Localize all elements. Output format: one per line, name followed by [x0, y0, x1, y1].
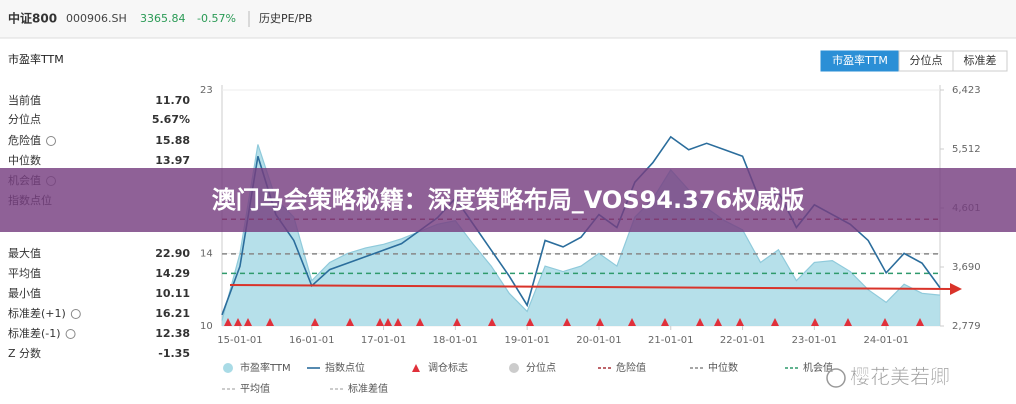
banner: [0, 168, 1016, 232]
y-tick-label: 23: [200, 85, 213, 96]
x-tick-label: 18-01-01: [433, 335, 478, 346]
legend-label[interactable]: 指数点位: [325, 361, 365, 374]
chart-title: 市盈率TTM: [8, 52, 64, 66]
y-tick-label: 10: [200, 321, 213, 332]
rebalance-marker: [771, 318, 779, 326]
legend-label[interactable]: 市盈率TTM: [240, 361, 291, 374]
y-tick-label: 14: [200, 248, 213, 259]
legend-symbol: [412, 364, 420, 372]
rebalance-marker: [736, 318, 744, 326]
rebalance-marker: [266, 318, 274, 326]
rebalance-marker: [488, 318, 496, 326]
x-tick-label: 20-01-01: [576, 335, 621, 346]
rebalance-marker: [234, 318, 242, 326]
stat-value: 12.38: [155, 327, 190, 340]
legend-symbol: [223, 363, 233, 373]
stat-label: 危险值: [8, 133, 41, 147]
y2-tick-label: 5,512: [952, 144, 981, 155]
stat-label: 当前值: [8, 93, 41, 107]
stat-value: 11.70: [155, 94, 190, 107]
rebalance-marker: [844, 318, 852, 326]
rebalance-marker: [394, 318, 402, 326]
x-tick-label: 19-01-01: [504, 335, 549, 346]
legend-label[interactable]: 平均值: [240, 382, 270, 395]
legend-label[interactable]: 危险值: [616, 361, 646, 374]
legend-label[interactable]: 中位数: [708, 361, 738, 374]
x-tick-label: 17-01-01: [361, 335, 406, 346]
stat-value: -1.35: [158, 347, 190, 360]
legend-label[interactable]: 分位点: [526, 361, 556, 374]
header-bar: [0, 0, 1016, 38]
rebalance-marker: [881, 318, 889, 326]
banner-text: 澳门马会策略秘籍：深度策略布局_VOS94.376权威版: [212, 186, 804, 214]
rebalance-marker: [661, 318, 669, 326]
rebalance-marker: [416, 318, 424, 326]
x-tick-label: 15-01-01: [217, 335, 262, 346]
legend-label[interactable]: 机会值: [803, 361, 833, 374]
legend-symbol: [509, 363, 519, 373]
watermark: 樱花美若卿: [850, 365, 950, 389]
rebalance-marker: [628, 318, 636, 326]
y2-tick-label: 3,690: [952, 262, 981, 273]
rebalance-marker: [376, 318, 384, 326]
stat-label: 标准差(-1): [8, 326, 61, 340]
trend-arrow: [229, 284, 953, 290]
stat-value: 10.11: [155, 287, 190, 300]
tab-label[interactable]: 分位点: [910, 53, 943, 67]
rebalance-marker: [696, 318, 704, 326]
x-tick-label: 16-01-01: [289, 335, 334, 346]
rebalance-marker: [311, 318, 319, 326]
stat-label: 分位点: [8, 112, 41, 126]
rebalance-marker: [346, 318, 354, 326]
index-price: 3365.84: [140, 12, 186, 25]
trend-arrowhead: [950, 283, 962, 295]
legend-label[interactable]: 标准差值: [348, 382, 388, 395]
index-name: 中证800: [8, 11, 57, 26]
stat-label: 标准差(+1): [8, 306, 66, 320]
y2-tick-label: 6,423: [952, 85, 981, 96]
stat-label: 最大值: [8, 246, 41, 260]
pe-area: [222, 144, 940, 326]
help-icon[interactable]: [70, 309, 81, 319]
rebalance-marker: [244, 318, 252, 326]
rebalance-marker: [714, 318, 722, 326]
rebalance-marker: [526, 318, 534, 326]
watermark-icon: [826, 368, 846, 388]
rebalance-marker: [596, 318, 604, 326]
stat-value: 13.97: [155, 154, 190, 167]
x-tick-label: 23-01-01: [792, 335, 837, 346]
stat-value: 16.21: [155, 307, 190, 320]
rebalance-marker: [384, 318, 392, 326]
stat-value: 14.29: [155, 267, 190, 280]
y2-tick-label: 2,779: [952, 321, 981, 332]
pe-line: [221, 144, 941, 321]
rebalance-marker: [563, 318, 571, 326]
tab-label[interactable]: 市盈率TTM: [832, 53, 888, 67]
index-code: 000906.SH: [66, 12, 127, 25]
tab[interactable]: [952, 50, 1008, 72]
rebalance-marker: [224, 318, 232, 326]
stat-label: 最小值: [8, 287, 41, 300]
x-tick-label: 22-01-01: [720, 335, 765, 346]
rebalance-marker: [811, 318, 819, 326]
stat-value: 22.90: [155, 247, 190, 260]
stat-label: 中位数: [8, 153, 41, 167]
stat-value: 15.88: [155, 134, 190, 147]
x-tick-label: 24-01-01: [863, 335, 908, 346]
legend-label[interactable]: 调仓标志: [428, 361, 468, 374]
index-change: -0.57%: [197, 12, 236, 25]
tab-label[interactable]: 标准差: [964, 53, 997, 67]
header-tab[interactable]: 历史PE/PB: [259, 12, 312, 25]
stat-label: Z 分数: [8, 347, 41, 360]
stat-label: 平均值: [8, 267, 41, 280]
rebalance-marker: [453, 318, 461, 326]
help-icon[interactable]: [65, 329, 76, 339]
stat-value: 5.67%: [152, 113, 190, 126]
help-icon[interactable]: [46, 136, 56, 146]
x-tick-label: 21-01-01: [648, 335, 693, 346]
rebalance-marker: [916, 318, 924, 326]
